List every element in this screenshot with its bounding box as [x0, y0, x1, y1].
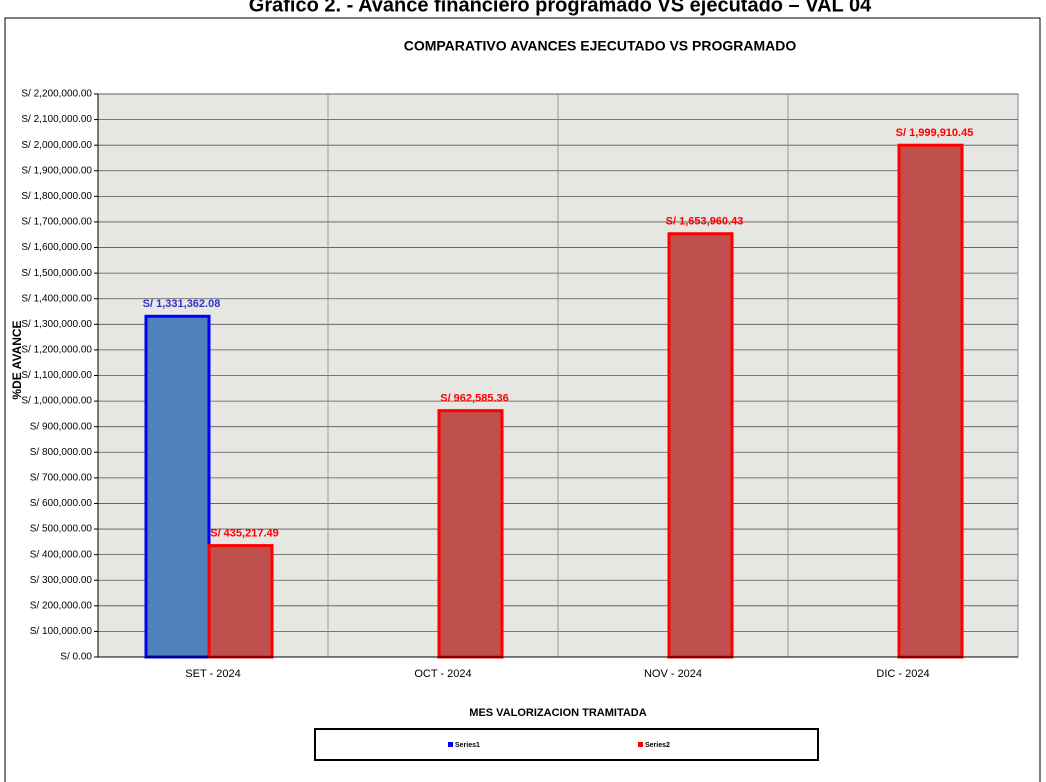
bar [897, 143, 964, 659]
y-axis-label: %DE AVANCE [10, 320, 24, 399]
y-tick-label: S/ 100,000.00 [30, 626, 93, 637]
y-tick-label: S/ 0.00 [60, 652, 92, 663]
y-tick-label: S/ 1,200,000.00 [21, 345, 92, 356]
y-tick-label: S/ 2,000,000.00 [21, 140, 92, 151]
x-tick-label: DIC - 2024 [876, 668, 929, 680]
y-tick-label: S/ 300,000.00 [30, 575, 93, 586]
page-title: Gráfico 2. - Avance financiero programad… [249, 0, 872, 16]
legend-label: Series1 [455, 742, 480, 749]
legend-swatch [638, 742, 643, 747]
value-label: S/ 1,999,910.45 [896, 127, 974, 139]
y-tick-label: S/ 1,500,000.00 [21, 268, 92, 279]
bar [437, 409, 504, 659]
y-tick-label: S/ 600,000.00 [30, 498, 93, 509]
x-tick-label: NOV - 2024 [644, 668, 702, 680]
y-tick-label: S/ 1,000,000.00 [21, 396, 92, 407]
x-tick-label: OCT - 2024 [414, 668, 471, 680]
y-tick-label: S/ 700,000.00 [30, 473, 93, 484]
y-tick-label: S/ 1,600,000.00 [21, 242, 92, 253]
bar [144, 314, 211, 659]
bar [207, 544, 274, 659]
y-tick-label: S/ 400,000.00 [30, 549, 93, 560]
chart-title: COMPARATIVO AVANCES EJECUTADO VS PROGRAM… [404, 38, 797, 54]
y-tick-label: S/ 1,100,000.00 [21, 370, 92, 381]
y-tick-label: S/ 1,300,000.00 [21, 319, 92, 330]
legend-swatch [448, 742, 453, 747]
x-tick-label: SET - 2024 [185, 668, 240, 680]
y-tick-label: S/ 500,000.00 [30, 524, 93, 535]
value-label: S/ 435,217.49 [210, 528, 279, 540]
x-axis-label: MES VALORIZACION TRAMITADA [469, 707, 646, 719]
y-tick-label: S/ 800,000.00 [30, 447, 93, 458]
legend-label: Series2 [645, 742, 670, 749]
bar [667, 232, 734, 659]
y-tick-label: S/ 1,400,000.00 [21, 293, 92, 304]
value-label: S/ 962,585.36 [440, 393, 509, 405]
legend-box [314, 728, 819, 761]
value-label: S/ 1,331,362.08 [143, 298, 221, 310]
y-tick-label: S/ 2,100,000.00 [21, 114, 92, 125]
y-tick-label: S/ 2,200,000.00 [21, 89, 92, 100]
value-label: S/ 1,653,960.43 [666, 216, 744, 228]
y-tick-label: S/ 1,700,000.00 [21, 217, 92, 228]
y-tick-label: S/ 1,800,000.00 [21, 191, 92, 202]
y-tick-label: S/ 900,000.00 [30, 421, 93, 432]
y-tick-label: S/ 200,000.00 [30, 600, 93, 611]
y-tick-label: S/ 1,900,000.00 [21, 165, 92, 176]
